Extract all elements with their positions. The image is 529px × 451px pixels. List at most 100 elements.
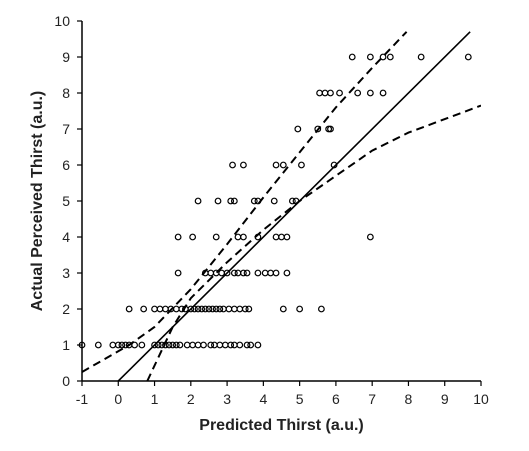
x-tick-label: 2 bbox=[187, 391, 195, 407]
data-point bbox=[261, 269, 269, 277]
data-point bbox=[194, 197, 202, 205]
data-point bbox=[386, 53, 394, 61]
confidence-band-upper bbox=[82, 31, 408, 373]
data-point bbox=[254, 269, 262, 277]
data-point bbox=[336, 89, 343, 97]
data-point bbox=[327, 125, 334, 133]
data-point bbox=[234, 233, 242, 241]
data-point bbox=[250, 197, 258, 205]
data-point bbox=[220, 305, 227, 313]
data-point bbox=[234, 269, 242, 277]
data-point bbox=[156, 305, 164, 313]
data-point bbox=[187, 305, 195, 313]
x-tick-label: 1 bbox=[151, 391, 159, 407]
data-point bbox=[151, 305, 158, 313]
data-point bbox=[207, 341, 215, 349]
data-point bbox=[210, 341, 218, 349]
data-point bbox=[218, 269, 226, 277]
data-point bbox=[176, 341, 184, 349]
data-point bbox=[230, 269, 238, 277]
y-tick-label: 2 bbox=[62, 301, 70, 317]
data-point bbox=[288, 197, 296, 205]
y-tick-label: 1 bbox=[62, 337, 70, 353]
data-point bbox=[230, 305, 238, 313]
y-axis-title: Actual Perceived Thirst (a.u.) bbox=[29, 91, 46, 312]
data-point bbox=[114, 341, 122, 349]
data-point bbox=[225, 305, 233, 313]
axis-ticks: -1 0 1 2 3 4 5 6 7 8 9 10 0 1 2 3 4 5 6 7 8 9 10 bbox=[54, 13, 489, 407]
data-point bbox=[230, 341, 238, 349]
x-tick-label: 6 bbox=[332, 391, 340, 407]
data-point bbox=[207, 269, 215, 277]
data-point bbox=[216, 341, 224, 349]
data-point bbox=[162, 305, 169, 313]
y-tick-label: 7 bbox=[62, 121, 70, 137]
data-point bbox=[327, 89, 334, 97]
data-point bbox=[366, 233, 374, 241]
data-point bbox=[272, 269, 280, 277]
data-point bbox=[189, 233, 197, 241]
data-point bbox=[278, 233, 285, 241]
data-point bbox=[236, 305, 244, 313]
confidence-band-lower bbox=[146, 104, 481, 381]
data-point bbox=[227, 197, 235, 205]
data-point bbox=[194, 341, 202, 349]
data-point bbox=[201, 305, 209, 313]
x-tick-label: 8 bbox=[405, 391, 413, 407]
data-point bbox=[240, 269, 247, 277]
y-tick-label: 10 bbox=[54, 13, 70, 29]
data-point bbox=[194, 305, 202, 313]
y-tick-label: 9 bbox=[62, 49, 70, 65]
plot-marks bbox=[78, 31, 481, 381]
y-tick-label: 6 bbox=[62, 157, 70, 173]
data-point bbox=[354, 89, 362, 97]
data-point bbox=[212, 305, 220, 313]
data-point bbox=[348, 53, 356, 61]
data-point bbox=[464, 53, 472, 61]
data-point bbox=[151, 341, 158, 349]
data-point bbox=[165, 341, 173, 349]
data-point bbox=[272, 161, 280, 169]
x-axis-title: Predicted Thirst (a.u.) bbox=[199, 417, 363, 434]
data-point bbox=[118, 341, 126, 349]
data-point bbox=[109, 341, 117, 349]
data-point bbox=[366, 53, 374, 61]
y-tick-label: 0 bbox=[62, 373, 70, 389]
data-point bbox=[279, 305, 287, 313]
x-tick-label: 0 bbox=[114, 391, 122, 407]
data-point bbox=[279, 161, 287, 169]
data-point bbox=[379, 89, 387, 97]
data-point bbox=[169, 341, 177, 349]
data-point bbox=[140, 305, 148, 313]
data-point bbox=[183, 341, 191, 349]
regression-line bbox=[117, 31, 471, 381]
x-tick-label: 3 bbox=[223, 391, 231, 407]
axes bbox=[81, 21, 481, 382]
x-tick-label: 7 bbox=[368, 391, 376, 407]
data-point bbox=[283, 233, 291, 241]
data-point bbox=[247, 341, 255, 349]
data-point bbox=[240, 161, 247, 169]
data-point bbox=[318, 305, 325, 313]
y-tick-label: 4 bbox=[62, 229, 70, 245]
y-tick-label: 3 bbox=[62, 265, 70, 281]
data-point bbox=[379, 53, 387, 61]
data-point bbox=[298, 161, 305, 169]
data-point bbox=[200, 341, 207, 349]
data-point bbox=[198, 305, 206, 313]
y-tick-label: 5 bbox=[62, 193, 70, 209]
data-point bbox=[240, 233, 247, 241]
data-point bbox=[272, 233, 280, 241]
data-point bbox=[227, 341, 235, 349]
data-point bbox=[131, 341, 138, 349]
data-point bbox=[241, 305, 249, 313]
data-point bbox=[172, 341, 180, 349]
data-point bbox=[283, 269, 291, 277]
data-point bbox=[138, 341, 146, 349]
data-point bbox=[212, 233, 220, 241]
data-point bbox=[94, 341, 102, 349]
data-point bbox=[245, 305, 253, 313]
data-point bbox=[296, 305, 304, 313]
data-point bbox=[314, 125, 322, 133]
